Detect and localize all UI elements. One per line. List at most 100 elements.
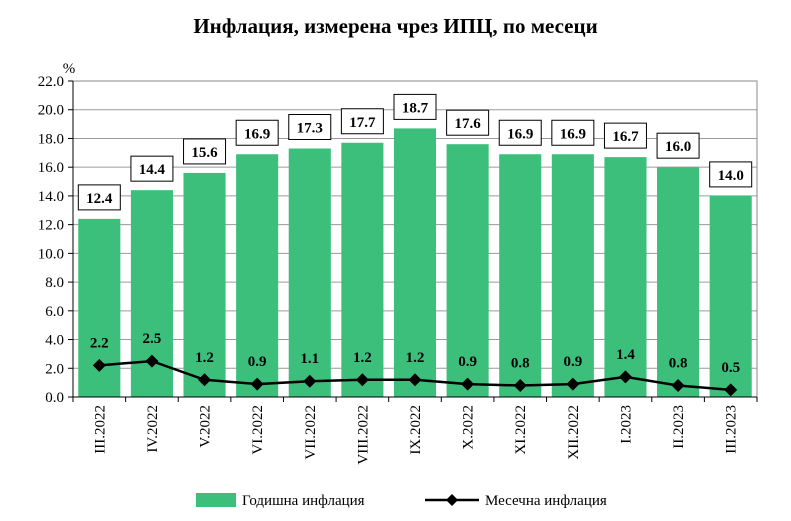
y-tick-label: 2.0 [45, 361, 64, 377]
line-value-label: 0.9 [458, 354, 477, 370]
line-value-label: 2.5 [143, 331, 162, 347]
bar-value-label: 14.4 [139, 162, 166, 178]
legend-label-line: Месечна инфлация [485, 493, 607, 509]
line-point [250, 377, 264, 391]
line-point [618, 370, 632, 384]
bar-value-label: 17.3 [297, 121, 323, 137]
legend-marker-line [446, 494, 458, 506]
y-tick-label: 10.0 [38, 246, 64, 262]
y-tick-label: 0.0 [45, 390, 64, 406]
bar-label-box [235, 119, 279, 146]
line-value-label: 0.8 [669, 356, 688, 372]
y-tick-label: 6.0 [45, 304, 64, 320]
line-value-label: 0.8 [511, 356, 530, 372]
bar [499, 154, 542, 397]
line-point [145, 354, 159, 368]
line-value-label: 0.9 [563, 354, 582, 370]
bar-label-box [340, 108, 384, 135]
bar [393, 128, 437, 397]
x-tick-label: X.2022 [461, 405, 477, 450]
bar-value-label: 15.6 [191, 145, 218, 161]
x-tick-label: I.2023 [618, 405, 634, 444]
x-tick-label: III.2022 [92, 405, 108, 454]
x-tick-label: III.2023 [724, 405, 740, 454]
legend-swatch-bars [196, 493, 236, 507]
bar-label-box [446, 109, 490, 136]
bar-value-label: 16.9 [507, 126, 533, 142]
bar-value-label: 18.7 [402, 100, 429, 116]
y-tick-label: 18.0 [38, 131, 64, 147]
bar [341, 142, 384, 397]
line-point [92, 358, 106, 372]
line-point [408, 373, 422, 387]
bar-label-box [288, 114, 332, 141]
bar-value-label: 12.4 [86, 191, 113, 207]
bar-label-box [709, 161, 753, 188]
bar [551, 154, 594, 397]
bar-value-label: 14.0 [718, 168, 744, 184]
line-value-label: 1.2 [353, 350, 372, 366]
x-tick-label: VI.2022 [250, 405, 266, 455]
bar-label-box [393, 93, 437, 120]
line-point [461, 377, 475, 391]
bar [236, 154, 279, 397]
legend-label-bars: Годишна инфлация [242, 493, 365, 509]
x-tick-label: VII.2022 [303, 405, 319, 460]
line-value-label: 1.2 [195, 350, 214, 366]
bar [288, 148, 331, 397]
y-axis-unit-label: % [63, 61, 76, 77]
x-tick-label: II.2023 [671, 405, 687, 449]
bar-value-label: 16.9 [244, 126, 270, 142]
line-point [513, 379, 527, 393]
bar-value-label: 16.0 [665, 139, 691, 155]
y-tick-label: 8.0 [45, 275, 64, 291]
bar [657, 167, 700, 397]
bar-label-box [77, 184, 121, 211]
chart-title: Инфлация, измерена чрез ИПЦ, по месеци [193, 14, 598, 38]
y-tick-label: 16.0 [38, 160, 64, 176]
bar-label-box [656, 132, 700, 159]
bar-value-label: 16.9 [560, 126, 586, 142]
line-point [198, 373, 212, 387]
y-tick-label: 20.0 [38, 103, 64, 119]
line-value-label: 0.9 [248, 354, 267, 370]
bar-label-box [183, 138, 227, 165]
y-axis: 0.0 2.0 4.0 6.0 8.0 10.0 12.0 14.0 16.0 18.0 20.0 2… [38, 61, 76, 406]
bar-value-label: 17.7 [349, 115, 376, 131]
bar-series: 12.4 14.4 15.6 16.9 17.3 17.7 18.7 17.6 16.9 16.9… [77, 93, 753, 397]
line-point [671, 379, 685, 393]
bar [604, 157, 647, 397]
line-point [566, 377, 580, 391]
x-tick-label: VIII.2022 [355, 405, 371, 465]
bar [446, 144, 489, 397]
bar [709, 195, 752, 397]
line-series: 2.2 2.5 1.2 0.9 1.1 1.2 1.2 0.9 0.8 0.9 1.4 0.8 0.5 [90, 331, 740, 397]
y-tick-label: 4.0 [45, 333, 64, 349]
bar-label-box [498, 119, 542, 146]
legend: Годишна инфлация Месечна инфлация [196, 493, 607, 509]
y-tick-label: 22.0 [38, 74, 64, 90]
line-value-label: 1.4 [616, 347, 635, 363]
x-axis: III.2022 IV.2022 V.2022 VI.2022 VII.2022 VIII… [72, 396, 758, 465]
line-point [303, 374, 317, 388]
line-value-label: 1.1 [300, 351, 319, 367]
bar-label-box [603, 122, 647, 149]
bar-value-label: 17.6 [454, 116, 481, 132]
line-value-label: 0.5 [721, 360, 740, 376]
line-value-label: 2.2 [90, 335, 109, 351]
y-tick-label: 14.0 [38, 189, 64, 205]
bar-label-box [551, 119, 595, 146]
x-tick-label: XI.2022 [513, 405, 529, 455]
y-tick-label: 12.0 [38, 218, 64, 234]
x-tick-label: IV.2022 [145, 405, 161, 453]
bar-value-label: 16.7 [612, 129, 639, 145]
bar-label-box [130, 155, 174, 182]
x-tick-label: V.2022 [198, 405, 214, 448]
line-point [355, 373, 369, 387]
bar [183, 172, 226, 397]
x-tick-label: XII.2022 [566, 405, 582, 460]
x-tick-label: IX.2022 [408, 405, 424, 455]
line-point [724, 383, 738, 397]
line-value-label: 1.2 [406, 350, 425, 366]
